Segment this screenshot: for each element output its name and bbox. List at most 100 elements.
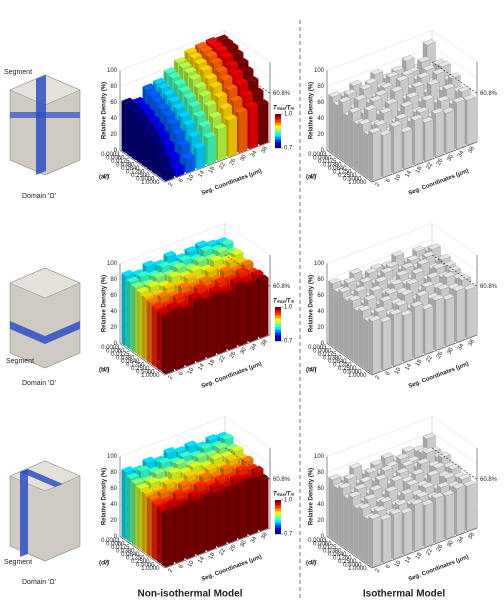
z-tick-label: 40 [317,502,324,508]
segment-slab [36,75,46,175]
panel-label: (c₂) [306,561,316,567]
bar-face [373,516,381,567]
bar-face [354,506,358,557]
z-tick-label: 40 [110,116,117,122]
z-tick-label: 60 [317,486,324,492]
bar-face [132,481,136,546]
inset: Segment Domain 'Ω' [4,461,80,586]
x-tick-label: 2 [168,567,175,573]
bar-face [229,487,237,543]
bar-face [457,486,465,536]
z-tick-label: 80 [317,470,324,476]
bar-face [157,156,161,178]
x-tick-label: 22 [425,161,434,170]
y-tick-label: 1.0000 [141,180,160,186]
bar-face [425,502,433,547]
bar-face [415,304,423,358]
bar-face [142,491,146,553]
colorbar-cell [275,335,281,338]
z-axis-label: Relative Density (%) [102,82,108,139]
bar-face [197,300,205,362]
bar-face [260,102,268,145]
x-tick-label: 38 [467,531,476,540]
caption: Non-isothermal Model [137,589,242,600]
colorbar-cell [275,316,281,319]
z-tick-label: 60 [110,486,117,492]
bar-face [359,308,363,367]
x-tick-label: 26 [229,350,238,359]
bar-face [369,319,373,375]
z-tick-label: 100 [314,68,325,74]
bar-face [229,293,237,351]
bar-face [359,122,363,174]
colorbar-tick-label: 0.7 [284,532,293,538]
x-tick-label: 26 [436,543,445,552]
bar-face [373,318,381,374]
bar-face [260,477,268,531]
bar-face [467,287,475,338]
segment-slab [20,469,28,557]
colorbar-cell [275,511,281,514]
z-axis-label: Relative Density (%) [102,468,108,525]
bar-face [394,511,402,559]
domain-label: Domain 'Ω' [22,380,56,387]
bar [369,127,381,181]
bar-face [334,486,338,543]
colorbar-cell [275,114,281,117]
colorbar-cell [275,506,281,509]
z-tick-label: 100 [107,261,118,267]
bar-face [162,512,166,568]
bar-face [122,469,126,539]
x-tick-label: 14 [197,362,206,371]
z-tick-label: 40 [110,502,117,508]
x-tick-label: 30 [446,346,455,355]
z-tick-label: 100 [314,261,325,267]
bar-face [176,309,184,370]
z-tick-label: 80 [110,84,117,90]
colorbar-cell [275,520,281,523]
bar-face [152,501,156,560]
z-tick-label: 20 [110,518,117,524]
x-tick-label: 26 [436,157,445,166]
colorbar-cell [275,330,281,333]
bar-face [152,143,156,175]
z-tick-label: 80 [317,277,324,283]
bar-face [334,103,338,157]
bar-face [127,280,131,350]
bar-face [373,130,381,181]
z-tick-label: 100 [107,454,118,460]
colorbar-cell [275,313,281,316]
bar-face [364,318,368,370]
bar-face [415,502,423,552]
x-tick-label: 10 [187,173,196,182]
z-tick-label: 40 [317,309,324,315]
x-tick-label: 2 [375,181,382,187]
bar-face [142,295,146,360]
bar [369,315,381,374]
bar-face [359,506,363,560]
reference-label: 60.8% [480,477,498,483]
figure: Segment Domain 'Ω' Segment Domain 'Ω' Se… [0,0,504,604]
bar-face [132,111,136,160]
bar-face [147,300,151,364]
bar-face [394,312,402,366]
y-tick-label: 1.0000 [141,373,160,379]
colorbar-cell [275,338,281,341]
x-tick-label: 30 [239,153,248,162]
z-tick-label: 80 [317,84,324,90]
y-tick-label: 1.0000 [348,566,367,572]
colorbar-cell [275,509,281,512]
x-tick-label: 34 [250,535,259,544]
z-tick-label: 60 [317,293,324,299]
bar-face [415,117,423,165]
x-tick-label: 6 [178,370,185,376]
x-tick-label: 14 [404,169,413,178]
bar-face [137,117,141,164]
bar-face [162,315,166,374]
bar-face [208,299,216,358]
segment-label: Segment [4,69,32,76]
bar-face [147,496,151,556]
colorbar-cell [275,117,281,120]
bar-face [394,124,402,174]
